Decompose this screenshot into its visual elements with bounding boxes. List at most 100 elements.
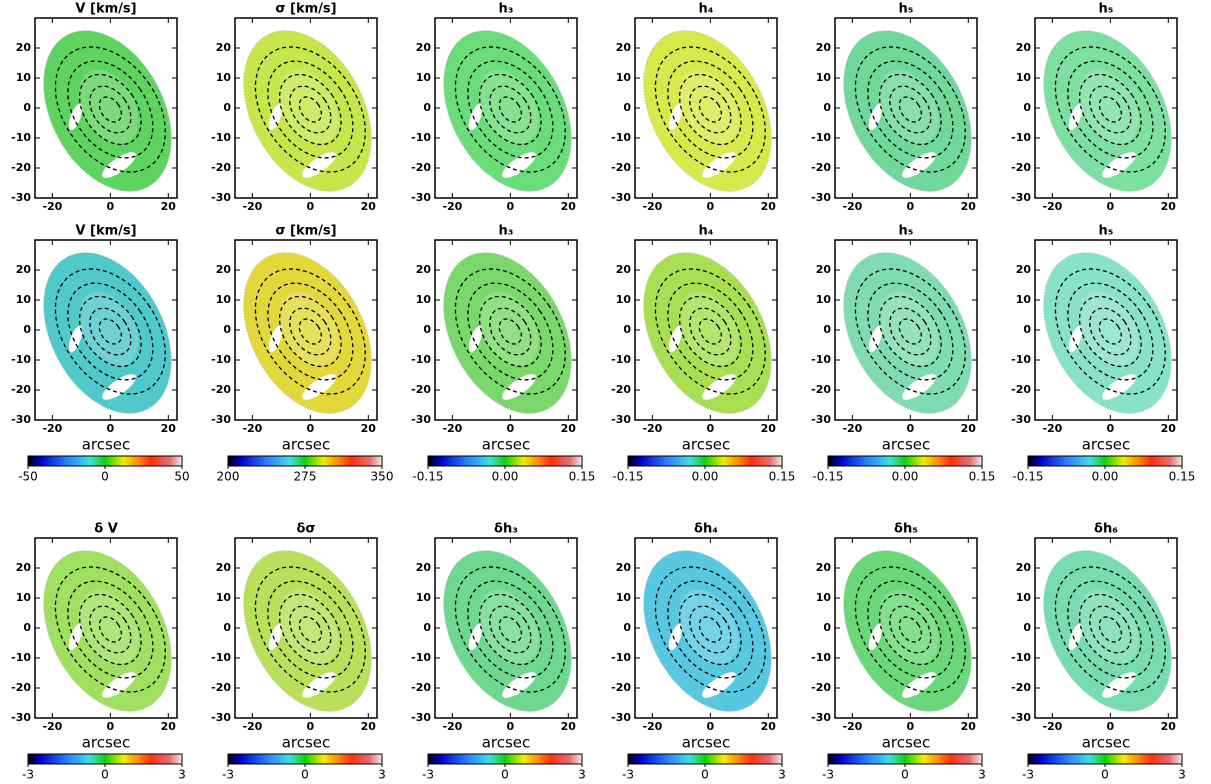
y-tick-label: 20	[1016, 263, 1032, 276]
x-tick-label: 0	[1107, 422, 1115, 435]
contour	[1054, 566, 1166, 693]
mask-star	[757, 298, 768, 308]
y-tick-label: 20	[816, 41, 832, 54]
x-tick-label: 20	[161, 200, 177, 213]
y-tick-label: 0	[423, 323, 431, 336]
y-tick-label: 20	[16, 263, 32, 276]
mask-star	[957, 596, 968, 606]
y-tick-label: -20	[611, 383, 631, 396]
x-tick-label: 0	[907, 720, 915, 733]
contour	[278, 593, 342, 666]
map	[643, 550, 772, 712]
y-tick-label: 0	[23, 101, 31, 114]
y-tick-label: 10	[216, 591, 232, 604]
contour	[689, 85, 732, 134]
mask-hole	[302, 374, 336, 400]
y-tick-label: -20	[811, 383, 831, 396]
y-tick-label: -30	[411, 711, 431, 724]
contour	[298, 318, 322, 345]
y-tick-label: 10	[16, 293, 32, 306]
panel: V [km/s] -20 0 20 -30 -20 -10 0 10 20 arcsec -50 0 50	[11, 224, 190, 484]
contour	[267, 60, 354, 159]
contour	[689, 307, 732, 356]
mask-hole	[1102, 672, 1136, 698]
panel-title: h₅	[899, 224, 914, 239]
y-tick-label: 20	[216, 263, 232, 276]
y-tick-label: -10	[411, 651, 431, 664]
map	[443, 252, 572, 414]
colorbar-tick-label: 0.00	[692, 470, 719, 484]
contour	[867, 282, 954, 381]
contour	[698, 318, 722, 345]
colorbar-tick-label: 0	[701, 768, 709, 781]
y-tick-label: 10	[816, 293, 832, 306]
x-tick-label: 20	[1161, 200, 1177, 213]
colorbar-tick-label: -0.15	[812, 470, 843, 484]
y-tick-label: -20	[211, 681, 231, 694]
map-core	[78, 589, 139, 665]
contour	[454, 268, 566, 395]
panel: h₅ -20 0 20 -30 -20 -10 0 10 20	[811, 2, 978, 213]
x-tick-label: 0	[707, 720, 715, 733]
map	[843, 550, 972, 712]
y-tick-label: -20	[11, 161, 31, 174]
y-tick-label: 10	[216, 71, 232, 84]
colorbar-tick-label: 0	[101, 470, 109, 484]
contour	[254, 268, 366, 395]
y-tick-label: 20	[816, 561, 832, 574]
colorbar-tick-label: -3	[822, 768, 834, 781]
mask-hole	[68, 623, 83, 651]
x-axis-label: arcsec	[282, 436, 331, 454]
x-tick-label: 0	[507, 200, 515, 213]
mask-hole	[102, 152, 136, 178]
y-tick-label: -10	[1011, 353, 1031, 366]
contour	[1098, 616, 1122, 643]
y-tick-label: 10	[216, 293, 232, 306]
y-tick-label: 10	[1016, 293, 1032, 306]
mask-star	[157, 596, 168, 606]
contour	[278, 73, 342, 146]
x-tick-label: 0	[1107, 720, 1115, 733]
x-tick-label: 20	[361, 422, 377, 435]
x-axis-label: arcsec	[82, 734, 131, 752]
y-tick-label: 10	[816, 591, 832, 604]
mask-hole	[668, 103, 683, 131]
y-tick-label: 0	[823, 323, 831, 336]
contour	[67, 60, 154, 159]
panel-title: h₅	[1099, 224, 1114, 239]
mask-hole	[902, 152, 936, 178]
y-tick-label: 20	[1016, 41, 1032, 54]
colorbar-tick-label: 0.15	[969, 470, 996, 484]
contour	[667, 580, 754, 679]
mask-hole	[468, 103, 483, 131]
map	[243, 550, 372, 712]
panel-title: h₅	[1099, 2, 1114, 17]
panel: V [km/s] -20 0 20 -30 -20 -10 0 10 20	[11, 2, 178, 213]
contour	[298, 96, 322, 123]
contour	[867, 580, 954, 679]
map	[843, 252, 972, 414]
y-tick-label: -10	[211, 131, 231, 144]
x-tick-label: 20	[1161, 422, 1177, 435]
colorbar-tick-label: 0.00	[492, 470, 519, 484]
panel-title: δh₆	[1094, 522, 1118, 537]
mask-hole	[668, 325, 683, 353]
panel-title: δ V	[94, 522, 118, 537]
x-tick-label: 0	[1107, 200, 1115, 213]
panel-title: σ [km/s]	[275, 224, 336, 239]
colorbar-tick-label: -3	[422, 768, 434, 781]
colorbar-tick-label: 3	[1178, 768, 1186, 781]
contour	[467, 580, 554, 679]
map	[843, 30, 972, 192]
mask-hole	[868, 623, 883, 651]
colorbar-tick-label: 3	[378, 768, 386, 781]
y-tick-label: -10	[411, 353, 431, 366]
contour	[89, 605, 132, 654]
colorbar	[227, 753, 383, 765]
colorbar-tick-label: 3	[778, 768, 786, 781]
colorbar	[827, 455, 983, 467]
panel: h₅ -20 0 20 -30 -20 -10 0 10 20 arcsec -0.15 0.00 0.1…	[1011, 224, 1195, 484]
y-tick-label: 10	[616, 293, 632, 306]
